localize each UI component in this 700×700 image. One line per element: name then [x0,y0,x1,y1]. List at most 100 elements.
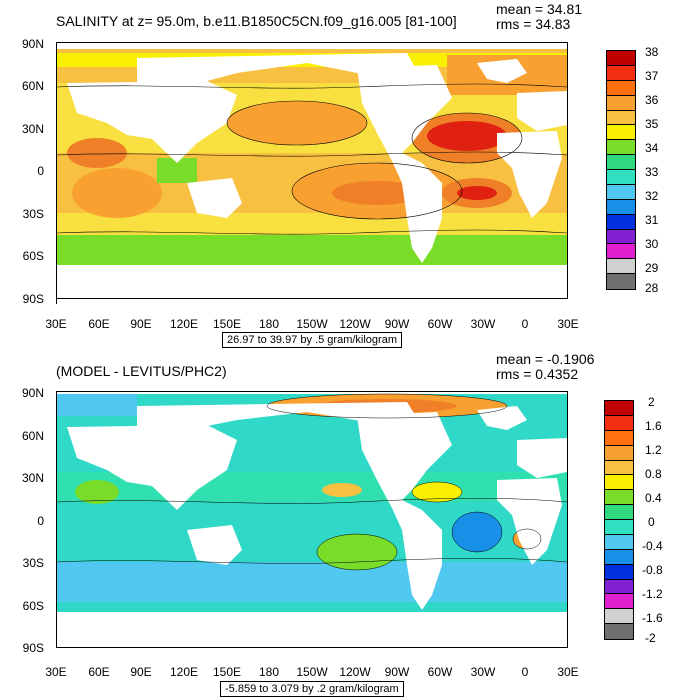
lon-label: 120E [169,317,199,331]
colorbar-swatch [605,520,633,535]
colorbar-label: 38 [645,45,659,59]
salinity-map [56,42,568,299]
rms-value: rms = 34.83 [496,16,571,32]
difference-map-graphic [57,392,567,647]
tick [56,299,57,304]
colorbar-label: 1.6 [645,419,662,433]
colorbar-label: -1.6 [642,611,663,625]
lon-label: 90E [130,665,152,679]
colorbar-label: 34 [645,141,659,155]
colorbar-swatch [607,140,635,156]
colorbar-swatch [607,51,635,66]
salinity-colorbar [606,50,636,290]
lon-label: 90W [384,317,410,331]
colorbar-label: -1.2 [642,587,663,601]
difference-map [56,391,568,648]
lon-label: 120W [339,317,371,331]
lat-label: 30S [22,556,44,570]
lat-label: 60N [21,429,44,443]
colorbar-label: 36 [645,93,659,107]
lon-label: 60E [88,665,110,679]
lon-label: 30E [557,665,579,679]
lon-label: 30E [45,317,67,331]
colorbar-swatch [607,184,635,200]
lat-label: 90N [21,386,44,400]
mean-value: mean = 34.81 [496,1,583,17]
colorbar-swatch [605,534,633,550]
lat-label: 60N [21,79,44,93]
colorbar-swatch [605,401,633,416]
lon-label: 150W [296,665,328,679]
lon-label: 90W [384,665,410,679]
colorbar-label: 32 [645,189,659,203]
colorbar-label: 28 [645,281,659,295]
lon-label: 120E [169,665,199,679]
salinity-map-graphic [57,43,567,298]
colorbar-swatch [607,95,635,111]
colorbar-label: 30 [645,237,659,251]
colorbar-label: -0.4 [642,539,663,553]
lon-label: 0 [521,317,529,331]
lon-label: 120W [339,665,371,679]
lon-label: 30E [45,665,67,679]
contour-range-label: 26.97 to 39.97 by .5 gram/kilogram [222,332,402,348]
lat-label: 60S [22,599,44,613]
colorbar-swatch [605,564,633,580]
colorbar-label: 0.4 [645,491,662,505]
colorbar-swatch [605,505,633,520]
colorbar-label: 1.2 [645,443,662,457]
colorbar-swatch [605,460,633,476]
colorbar-label: -2 [645,631,656,645]
contour-range-label: -5.859 to 3.079 by .2 gram/kilogram [220,681,404,697]
lon-label: 150W [296,317,328,331]
lat-label: 30N [21,471,44,485]
colorbar-swatch [605,549,633,565]
lat-label: 30S [22,207,44,221]
colorbar-label: -0.8 [642,563,663,577]
lon-label: 180 [258,665,280,679]
colorbar-swatch [605,594,633,610]
colorbar-swatch [605,624,633,639]
colorbar-swatch [607,214,635,230]
colorbar-swatch [607,125,635,141]
difference-colorbar [604,400,634,640]
panel-title: SALINITY at z= 95.0m, b.e11.B1850C5CN.f0… [56,13,457,29]
colorbar-label: 37 [645,69,659,83]
mean-value: mean = -0.1906 [496,351,595,367]
colorbar-swatch [607,170,635,185]
lat-label: 90S [22,292,44,306]
colorbar-label: 0.8 [645,467,662,481]
rms-value: rms = 0.4352 [496,366,579,382]
colorbar-swatch [605,475,633,491]
colorbar-swatch [607,110,635,126]
lon-label: 60E [88,317,110,331]
colorbar-label: 29 [645,261,659,275]
lon-label: 30W [470,665,496,679]
lon-label: 180 [258,317,280,331]
lon-label: 150E [212,665,242,679]
lon-label: 30W [470,317,496,331]
colorbar-label: 33 [645,165,659,179]
colorbar-swatch [607,80,635,96]
lon-label: 60W [427,665,453,679]
lon-label: 150E [212,317,242,331]
lat-label: 0 [37,514,44,528]
colorbar-label: 35 [645,117,659,131]
colorbar-swatch [607,244,635,260]
colorbar-swatch [605,490,633,506]
lon-label: 90E [130,317,152,331]
colorbar-swatch [605,609,633,625]
lon-label: 60W [427,317,453,331]
colorbar-label: 2 [648,395,655,409]
colorbar-label: 31 [645,213,659,227]
lat-label: 60S [22,249,44,263]
colorbar-swatch [607,65,635,81]
colorbar-swatch [605,415,633,431]
colorbar-label: 0 [648,515,655,529]
panel-title: (MODEL - LEVITUS/PHC2) [56,363,227,379]
colorbar-swatch [605,430,633,446]
colorbar-swatch [607,229,635,245]
colorbar-swatch [607,199,635,215]
lat-label: 30N [21,122,44,136]
lon-label: 0 [521,665,529,679]
